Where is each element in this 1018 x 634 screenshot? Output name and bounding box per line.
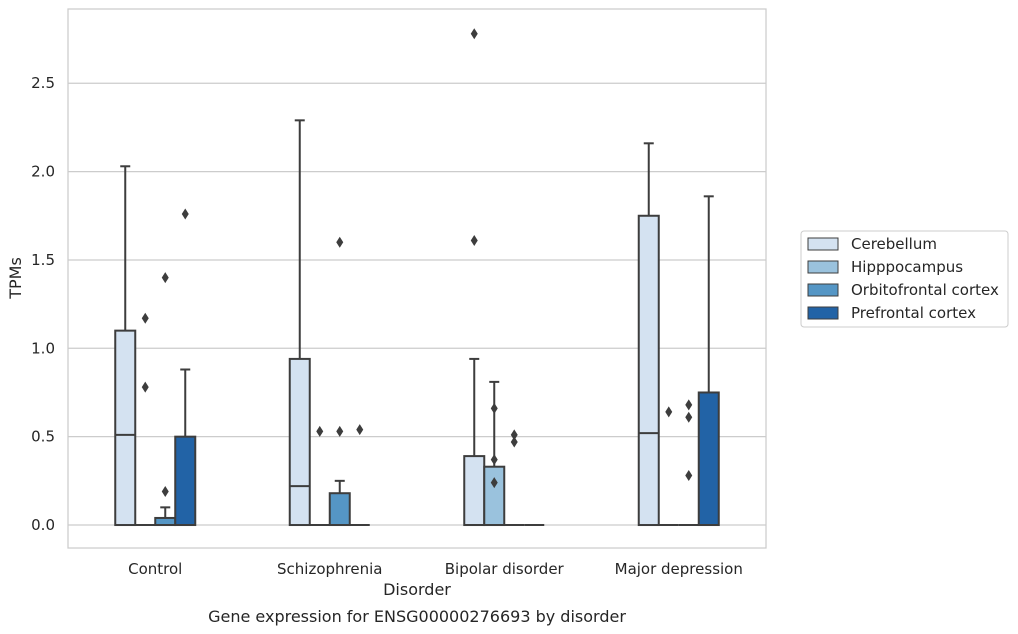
y-tick-label: 0.5: [31, 428, 55, 446]
outlier-point: [685, 399, 693, 411]
box-body: [288, 357, 311, 527]
legend-label: Cerebellum: [851, 235, 937, 253]
legend-frame: [800, 230, 1009, 328]
box-orbitofrontal-cortex: [328, 236, 351, 527]
outlier-point: [490, 454, 498, 466]
box-body: [114, 329, 137, 527]
outlier-point: [685, 411, 693, 423]
chart-caption: Gene expression for ENSG00000276693 by d…: [208, 607, 626, 626]
box-hipppocampus: [483, 380, 506, 527]
plot-area-frame: [67, 8, 767, 549]
box-body: [483, 465, 506, 527]
box-prefrontal-cortex: [174, 208, 197, 527]
y-axis-ticks: 0.0 0.5 1.0 1.5 2.0 2.5: [31, 74, 55, 534]
outlier-point: [685, 470, 693, 482]
outlier-point: [161, 485, 169, 497]
box-orbitofrontal-cortex: [504, 429, 525, 527]
gridlines: [68, 82, 766, 526]
outlier-point: [181, 208, 189, 220]
x-tick-label: Bipolar disorder: [445, 560, 565, 578]
y-tick-label: 2.0: [31, 163, 55, 181]
box-orbitofrontal-cortex: [154, 272, 177, 527]
box-body: [154, 516, 177, 527]
outlier-point: [336, 425, 344, 437]
y-tick-label: 0.0: [31, 516, 55, 534]
outlier-point: [470, 235, 478, 247]
box-hipppocampus: [309, 425, 330, 527]
box-prefrontal-cortex: [697, 195, 720, 527]
legend-swatch: [807, 237, 839, 251]
legend-label: Prefrontal cortex: [851, 304, 976, 322]
y-tick-label: 1.0: [31, 339, 55, 357]
x-axis-ticks: Control Schizophrenia Bipolar disorder Majo…: [128, 560, 743, 578]
legend-label: Hipppocampus: [851, 258, 963, 276]
box-hipppocampus: [135, 312, 156, 527]
outlier-point: [336, 236, 344, 248]
box-orbitofrontal-cortex: [678, 399, 699, 527]
box-body: [174, 435, 197, 527]
box-body: [637, 214, 660, 527]
y-axis-label: TPMs: [6, 257, 25, 300]
box-hipppocampus: [658, 406, 679, 527]
outlier-point: [510, 429, 518, 441]
x-tick-label: Control: [128, 560, 182, 578]
legend-swatch: [807, 283, 839, 297]
x-tick-label: Schizophrenia: [277, 560, 382, 578]
y-tick-label: 1.5: [31, 251, 55, 269]
x-tick-label: Major depression: [615, 560, 743, 578]
outlier-point: [665, 406, 673, 418]
outlier-point: [316, 425, 324, 437]
outlier-point: [470, 28, 478, 40]
box-body: [697, 391, 720, 527]
box-prefrontal-cortex: [349, 424, 370, 527]
box-series: [114, 28, 720, 527]
x-axis-label: Disorder: [383, 580, 451, 599]
box-body: [463, 455, 486, 527]
outlier-point: [141, 312, 149, 324]
box-cerebellum: [463, 28, 486, 527]
legend-swatch: [807, 306, 839, 320]
legend-label: Orbitofrontal cortex: [851, 281, 999, 299]
outlier-point: [490, 477, 498, 489]
outlier-point: [141, 381, 149, 393]
outlier-point: [356, 424, 364, 436]
outlier-point: [510, 436, 518, 448]
outlier-point: [161, 272, 169, 284]
legend-swatch: [807, 260, 839, 274]
y-tick-label: 2.5: [31, 74, 55, 92]
legend: Cerebellum Hipppocampus Orbitofrontal cort…: [800, 230, 1009, 328]
box-body: [328, 492, 351, 527]
box-cerebellum: [637, 142, 660, 527]
box-cerebellum: [114, 165, 137, 527]
box-cerebellum: [288, 119, 311, 527]
outlier-point: [490, 402, 498, 414]
